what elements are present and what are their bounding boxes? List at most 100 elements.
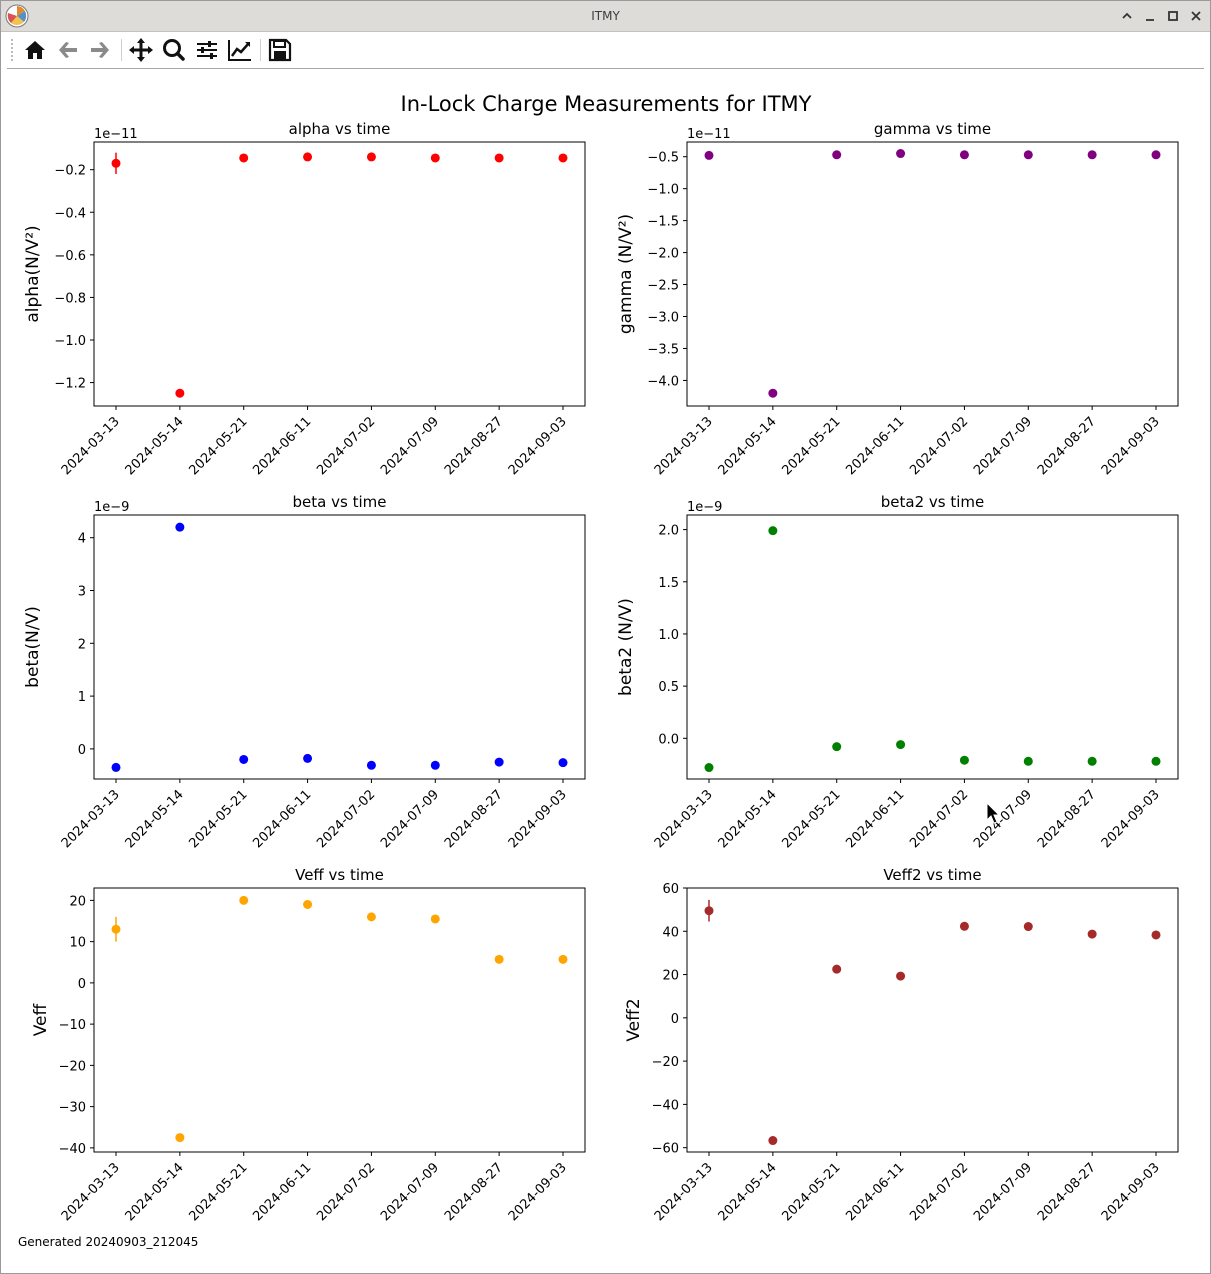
x-tick-label: 2024-08-27 xyxy=(1035,414,1099,478)
y-tick-label: 1 xyxy=(78,690,86,705)
data-point xyxy=(704,150,714,160)
subplot-3: beta vs time 1e−9 0 1 2 3 4 beta(N/V) 2024-03-13… xyxy=(23,493,586,851)
y-tick-label: −1.2 xyxy=(54,377,86,392)
x-tick-label: 2024-03-13 xyxy=(652,787,716,851)
data-point xyxy=(558,758,568,768)
data-point xyxy=(1151,150,1161,160)
y-tick-label: −0.5 xyxy=(647,151,679,166)
x-tick-label: 2024-07-09 xyxy=(971,1160,1035,1224)
data-point xyxy=(111,158,121,168)
data-point xyxy=(430,153,440,163)
axes-frame xyxy=(93,887,586,1153)
y-tick-label: 10 xyxy=(69,936,86,951)
y-axis-label: Veff xyxy=(31,1002,51,1036)
x-tick-label: 2024-09-03 xyxy=(506,1160,570,1224)
x-tick-label: 2024-06-11 xyxy=(843,787,907,851)
x-tick-label: 2024-09-03 xyxy=(1099,787,1163,851)
axis-scale-label: 1e−11 xyxy=(94,127,138,142)
subplot-title: beta vs time xyxy=(293,493,387,511)
data-point xyxy=(494,954,504,964)
subplots: alpha vs time 1e−11 −1.2 −1.0 −0.8 −0.6 −0.4 −0… xyxy=(23,120,1179,1224)
x-tick-label: 2024-05-21 xyxy=(187,787,251,851)
figure-suptitle: In-Lock Charge Measurements for ITMY xyxy=(401,92,812,116)
axes-frame xyxy=(686,514,1179,780)
y-tick-label: −0.4 xyxy=(54,206,86,221)
x-tick-label: 2024-05-14 xyxy=(716,787,780,851)
back-button[interactable] xyxy=(53,36,83,64)
y-tick-label: −0.8 xyxy=(54,291,86,306)
title-bar: ITMY xyxy=(1,1,1210,32)
toolbar-divider xyxy=(7,68,1204,69)
edit-axis-button[interactable] xyxy=(225,36,255,64)
x-tick-label: 2024-05-14 xyxy=(123,787,187,851)
x-tick-label: 2024-09-03 xyxy=(506,787,570,851)
x-tick-label: 2024-05-21 xyxy=(187,414,251,478)
y-tick-label: 1.5 xyxy=(658,576,679,591)
subplot-title: alpha vs time xyxy=(289,120,391,138)
x-tick-label: 2024-05-14 xyxy=(716,414,780,478)
pan-icon xyxy=(129,38,153,62)
y-tick-label: 20 xyxy=(69,894,86,909)
x-tick-label: 2024-09-03 xyxy=(506,414,570,478)
y-tick-label: 0.5 xyxy=(658,680,679,695)
data-point xyxy=(558,153,568,163)
maximize-window-icon[interactable] xyxy=(1164,7,1182,25)
subplot-1: alpha vs time 1e−11 −1.2 −1.0 −0.8 −0.6 −0.4 −0… xyxy=(23,120,586,478)
y-tick-label: 1.0 xyxy=(658,628,679,643)
x-tick-label: 2024-08-27 xyxy=(442,1160,506,1224)
x-tick-label: 2024-06-11 xyxy=(843,414,907,478)
subplot-title: beta2 vs time xyxy=(881,493,984,511)
toolbar-separator xyxy=(121,39,122,61)
y-tick-label: −4.0 xyxy=(647,374,679,389)
y-tick-label: 4 xyxy=(78,532,86,547)
data-point xyxy=(1151,930,1161,940)
axes-frame xyxy=(686,887,1179,1153)
data-point xyxy=(768,1136,778,1146)
x-tick-label: 2024-07-02 xyxy=(314,414,378,478)
close-window-icon[interactable] xyxy=(1187,7,1205,25)
zoom-icon xyxy=(163,39,185,61)
x-tick-label: 2024-07-09 xyxy=(378,1160,442,1224)
y-tick-label: −10 xyxy=(59,1018,86,1033)
data-point xyxy=(494,757,504,767)
data-point xyxy=(239,895,249,905)
shade-window-icon[interactable] xyxy=(1118,7,1136,25)
data-point xyxy=(1087,150,1097,160)
data-point xyxy=(303,152,313,162)
save-button[interactable] xyxy=(265,36,295,64)
data-point xyxy=(1023,756,1033,766)
forward-button[interactable] xyxy=(85,36,115,64)
data-point xyxy=(959,150,969,160)
data-point xyxy=(303,900,313,909)
x-tick-label: 2024-08-27 xyxy=(1035,1160,1099,1224)
y-tick-label: −20 xyxy=(59,1059,86,1074)
y-tick-label: −40 xyxy=(59,1142,86,1157)
forward-icon xyxy=(91,42,109,58)
toolbar-grip xyxy=(11,39,13,61)
zoom-button[interactable] xyxy=(159,36,189,64)
home-button[interactable] xyxy=(20,36,50,64)
subplot-title: Veff vs time xyxy=(295,866,384,884)
save-icon xyxy=(268,38,292,62)
data-point xyxy=(1023,922,1033,932)
configure-subplots-button[interactable] xyxy=(192,36,222,64)
subplot-title: gamma vs time xyxy=(874,120,991,138)
x-tick-label: 2024-07-02 xyxy=(907,414,971,478)
y-tick-label: 3 xyxy=(78,585,86,600)
data-point xyxy=(111,924,121,934)
data-point xyxy=(175,522,185,532)
y-tick-label: −3.5 xyxy=(647,342,679,357)
data-point xyxy=(1087,929,1097,939)
y-tick-label: −1.0 xyxy=(647,183,679,198)
x-tick-label: 2024-07-09 xyxy=(378,787,442,851)
pan-button[interactable] xyxy=(126,36,156,64)
x-tick-label: 2024-07-02 xyxy=(907,787,971,851)
axes-frame xyxy=(93,141,586,407)
data-point xyxy=(175,388,185,398)
data-point xyxy=(768,388,778,398)
data-point xyxy=(832,742,842,752)
home-icon xyxy=(25,41,45,59)
x-tick-label: 2024-03-13 xyxy=(59,787,123,851)
minimize-window-icon[interactable] xyxy=(1141,7,1159,25)
